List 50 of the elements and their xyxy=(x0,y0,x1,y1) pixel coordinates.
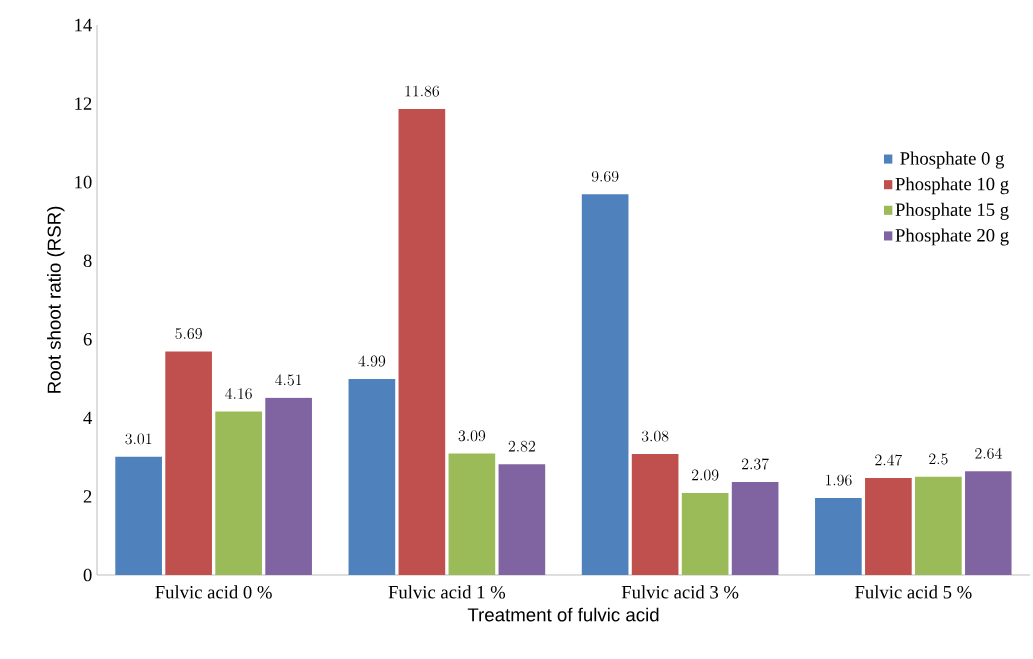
data-label: 11 .86 xyxy=(405,85,440,97)
bar xyxy=(965,471,1012,575)
bar xyxy=(348,378,396,575)
x-tick-label: Fulvic acid 3 % xyxy=(621,585,739,599)
bar xyxy=(498,464,546,575)
bar xyxy=(398,109,446,575)
y-tick-label: 12 xyxy=(75,97,92,110)
x-tick-label: Fulvic acid 1 % xyxy=(388,585,506,599)
data-label: 4.51 xyxy=(275,374,302,386)
data-label: 3.09 xyxy=(458,430,486,442)
data-label: 2.82 xyxy=(508,440,536,452)
y-tick-label: 0 xyxy=(83,568,92,582)
data-label: 3.01 xyxy=(125,433,152,445)
x-tick-label: Fulvic acid 5 % xyxy=(855,585,972,599)
legend-label: Phosphate 20 g xyxy=(895,228,1009,246)
data-label: 2.64 xyxy=(975,447,1002,459)
data-label: 4.99 xyxy=(358,355,386,367)
data-label: 9.69 xyxy=(591,170,619,182)
y-tick-label: 4 xyxy=(83,411,93,424)
bar xyxy=(115,456,162,575)
y-tick-label: 2 xyxy=(83,490,92,503)
y-tick-label: 8 xyxy=(83,254,92,268)
y-tick-label: 10 xyxy=(75,175,92,189)
bar xyxy=(681,492,729,575)
bar xyxy=(815,497,862,575)
y-tick-label: 6 xyxy=(83,333,92,346)
bar xyxy=(731,481,779,575)
legend-label: Phosphate 15 g xyxy=(895,202,1009,220)
y-axis-title: Root shoot ratio (RSR) xyxy=(47,206,65,393)
bar xyxy=(865,477,912,575)
data-label: 2.47 xyxy=(875,454,903,466)
legend-label: Phosphate 10 g xyxy=(895,177,1009,195)
bar xyxy=(215,411,262,575)
data-label: 3.08 xyxy=(641,430,669,442)
legend-label: Phosphate 0 g xyxy=(900,151,1005,169)
x-axis-title: Treatment of fulvic acid xyxy=(467,607,659,622)
data-label: 1 .96 xyxy=(825,474,852,486)
y-tick-label: 14 xyxy=(75,18,93,32)
data-label: 4. 16 xyxy=(225,388,252,400)
data-label: 2.09 xyxy=(691,469,719,481)
bar xyxy=(265,397,312,575)
data-label: 2.5 xyxy=(929,453,948,465)
bar xyxy=(581,194,629,575)
bar xyxy=(448,453,496,575)
data-label: 5.69 xyxy=(175,328,202,340)
data-label: 2.37 xyxy=(741,458,769,470)
bar xyxy=(165,351,212,575)
bar xyxy=(631,453,679,575)
x-tick-label: Fulvic acid 0 % xyxy=(155,585,272,599)
bar xyxy=(915,476,962,575)
